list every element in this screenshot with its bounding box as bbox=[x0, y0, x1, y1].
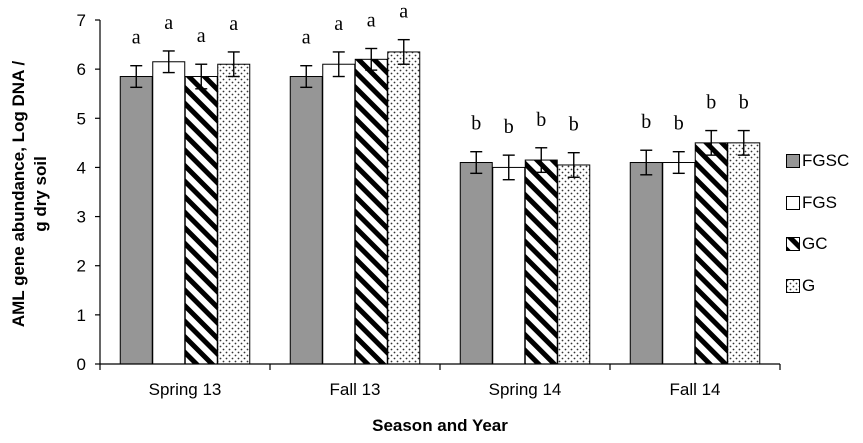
legend-item-fgsc: FGSC bbox=[786, 151, 849, 171]
legend-item-g: G bbox=[786, 276, 815, 296]
significance-letter: b bbox=[739, 92, 749, 114]
y-tick-label: 5 bbox=[77, 109, 86, 128]
bars bbox=[119, 51, 761, 365]
y-axis-title-line2: g dry soil bbox=[31, 156, 50, 232]
significance-letter: b bbox=[471, 113, 481, 135]
bar-fgs bbox=[152, 61, 186, 365]
y-tick-label: 2 bbox=[77, 257, 86, 276]
bar-fgsc bbox=[459, 162, 493, 365]
legend-swatch bbox=[786, 154, 800, 168]
x-axis-title: Season and Year bbox=[372, 416, 508, 435]
significance-letter: a bbox=[302, 27, 311, 49]
significance-letter: b bbox=[504, 116, 514, 138]
bar-gc bbox=[354, 58, 388, 365]
x-tick-label: Spring 13 bbox=[149, 380, 222, 399]
y-tick-label: 1 bbox=[77, 306, 86, 325]
bar-g bbox=[557, 164, 591, 365]
y-axis-ticks: 0 1 2 3 4 5 6 7 bbox=[77, 11, 100, 374]
bar-gc bbox=[524, 159, 558, 365]
bar-fgs bbox=[492, 166, 526, 365]
significance-letter: b bbox=[569, 114, 579, 136]
legend-swatch bbox=[786, 237, 800, 251]
y-axis-title-line1: AML gene abundance, Log DNA / bbox=[9, 61, 28, 328]
bar-fgsc bbox=[119, 76, 153, 365]
bar-g bbox=[727, 142, 761, 365]
x-tick-label: Fall 13 bbox=[329, 380, 380, 399]
bar-gc bbox=[694, 142, 728, 365]
legend-label: FGSC bbox=[802, 151, 850, 170]
significance-letter: a bbox=[399, 1, 408, 23]
significance-letter: a bbox=[132, 27, 141, 49]
significance-letter: b bbox=[536, 109, 546, 131]
x-axis-ticks: Spring 13 Fall 13 Spring 14 Fall 14 bbox=[99, 364, 781, 399]
legend-label: FGS bbox=[802, 192, 837, 212]
significance-letter: b bbox=[674, 113, 684, 135]
bar-g bbox=[217, 63, 251, 365]
y-tick-label: 3 bbox=[77, 208, 86, 227]
bar-fgs bbox=[322, 63, 356, 365]
bar-fgsc bbox=[629, 162, 663, 365]
y-tick-label: 0 bbox=[77, 355, 86, 374]
significance-letter: b bbox=[706, 92, 716, 114]
error-bars bbox=[130, 38, 750, 181]
significance-letter: b bbox=[641, 111, 651, 133]
legend-swatch bbox=[786, 278, 800, 293]
y-tick-label: 4 bbox=[77, 158, 86, 177]
x-tick-label: Spring 14 bbox=[489, 380, 562, 399]
y-tick-label: 7 bbox=[77, 11, 86, 30]
significance-letter: a bbox=[164, 12, 173, 34]
bar-g bbox=[387, 51, 421, 365]
bar-gc bbox=[184, 76, 218, 365]
legend-swatch bbox=[786, 195, 800, 210]
significance-letter: a bbox=[367, 10, 376, 32]
y-tick-label: 6 bbox=[77, 60, 86, 79]
legend-item-fgs: FGS bbox=[786, 193, 837, 213]
legend-item-gc: GC bbox=[786, 234, 828, 254]
legend-label: G bbox=[802, 275, 816, 295]
significance-letter: a bbox=[334, 13, 343, 35]
bar-fgs bbox=[662, 162, 696, 365]
bar-fgsc bbox=[289, 76, 323, 365]
significance-letter: a bbox=[197, 25, 206, 47]
significance-letter: a bbox=[229, 13, 238, 35]
x-tick-label: Fall 14 bbox=[669, 380, 720, 399]
legend-label: GC bbox=[802, 234, 828, 253]
